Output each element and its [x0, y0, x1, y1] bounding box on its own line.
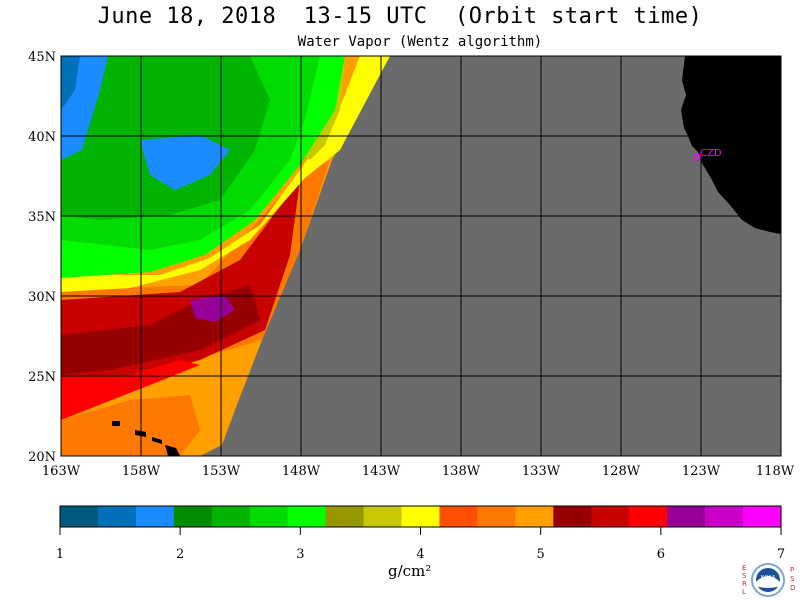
lon-tick-label: 118W: [756, 464, 795, 479]
colorbar-tick-label: 3: [296, 547, 304, 562]
lon-tick-label: 143W: [362, 464, 401, 479]
colorbar-swatch: [97, 506, 137, 527]
colorbar-swatch: [591, 506, 630, 527]
lon-tick-label: 153W: [202, 464, 241, 479]
colorbar: [59, 505, 782, 528]
swath-magenta: [190, 295, 235, 322]
colorbar-tick-label: 5: [537, 547, 545, 562]
latitude-labels: 20N 25N 30N 35N 40N 45N: [28, 50, 56, 465]
colorbar-swatch: [60, 506, 99, 527]
page-subtitle: Water Vapor (Wentz algorithm): [297, 34, 543, 50]
swath-blue-patch: [140, 135, 230, 190]
lon-tick-label: 138W: [442, 464, 481, 479]
colorbar-swatch: [363, 506, 403, 527]
colorbar-tick-label: 2: [176, 547, 184, 562]
hawaii-island: [152, 437, 162, 444]
colorbar-tick-label: 6: [657, 547, 665, 562]
lat-tick-label: 30N: [28, 290, 56, 305]
hawaii-island: [165, 445, 180, 456]
lon-tick-label: 123W: [682, 464, 721, 479]
lat-tick-label: 20N: [28, 450, 56, 465]
lat-tick-label: 40N: [28, 130, 56, 145]
lat-lon-grid: [61, 56, 781, 456]
colorbar-swatch: [743, 506, 782, 527]
colorbar-swatch: [477, 506, 516, 527]
colorbar-swatch: [325, 506, 365, 527]
colorbar-swatch: [667, 506, 706, 527]
data-swath: [61, 56, 390, 456]
swath-red-low: [61, 360, 200, 420]
lat-tick-label: 35N: [28, 210, 56, 225]
colorbar-tick-label: 7: [777, 547, 785, 562]
swath-orange-southwest: [61, 395, 200, 456]
lon-tick-label: 163W: [42, 464, 81, 479]
colorbar-swatch: [135, 506, 175, 527]
colorbar-tick-label: 4: [416, 547, 424, 562]
colorbar-swatch: [629, 506, 668, 527]
swath-yellow: [61, 56, 390, 292]
station-label: CZD: [700, 148, 722, 159]
hawaii-island: [112, 421, 120, 426]
colorbar-labels: 1 2 3 4 5 6 7: [56, 527, 785, 562]
swath-bright-green: [61, 56, 345, 278]
colorbar-swatch: [173, 506, 213, 527]
colorbar-tick-label: 1: [56, 547, 64, 562]
station-marker: CZD: [693, 148, 722, 161]
colorbar-swatch: [287, 506, 327, 527]
longitude-labels: 163W 158W 153W 148W 143W 138W 133W 128W 123W 118W: [42, 464, 795, 479]
colorbar-swatch: [705, 506, 744, 527]
emblem-text: NOAA: [761, 575, 776, 581]
lon-tick-label: 148W: [282, 464, 321, 479]
colorbar-swatch: [515, 506, 554, 527]
colorbar-swatch: [553, 506, 592, 527]
lon-tick-label: 158W: [122, 464, 161, 479]
colorbar-swatch: [249, 506, 289, 527]
swath-dark-blue-corner: [61, 56, 80, 110]
lon-tick-label: 128W: [602, 464, 641, 479]
colorbar-swatch: [439, 506, 478, 527]
lat-tick-label: 45N: [28, 50, 56, 65]
page-title: June 18, 2018 13-15 UTC (Orbit start tim…: [97, 4, 703, 29]
lat-tick-label: 25N: [28, 370, 56, 385]
map-frame: [60, 55, 782, 457]
colorbar-swatch: [211, 506, 251, 527]
california-land: [681, 56, 781, 234]
colorbar-units: g/cm²: [388, 562, 432, 580]
colorbar-swatch: [401, 506, 440, 527]
lon-tick-label: 133W: [522, 464, 561, 479]
